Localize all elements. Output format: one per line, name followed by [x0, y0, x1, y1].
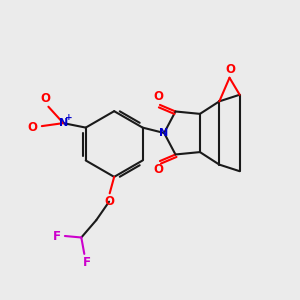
Text: N: N [160, 128, 169, 138]
Text: O: O [153, 90, 164, 103]
Text: O: O [104, 195, 114, 208]
Text: F: F [52, 230, 61, 242]
Text: N: N [59, 118, 68, 128]
Text: F: F [83, 256, 91, 269]
Text: O: O [28, 121, 38, 134]
Text: O: O [226, 63, 236, 76]
Text: O: O [153, 163, 164, 176]
Text: O: O [40, 92, 50, 105]
Text: +: + [65, 113, 73, 122]
